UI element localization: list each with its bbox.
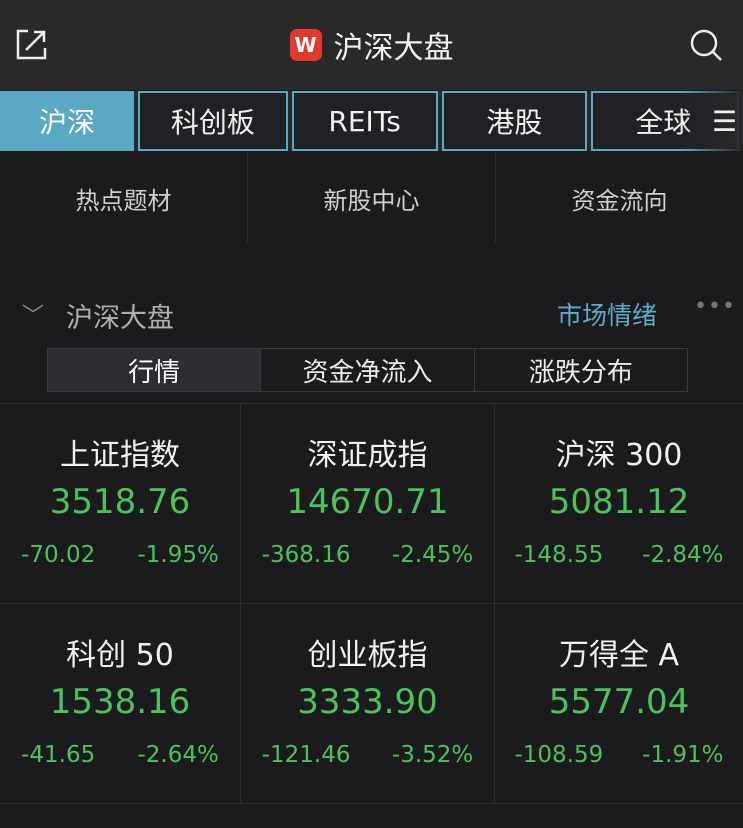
index-card[interactable]: 上证指数 3518.76 -70.02 -1.95%	[0, 404, 241, 604]
index-change: -121.46	[261, 742, 351, 768]
quick-fund-flow[interactable]: 资金流向	[571, 186, 668, 215]
index-card[interactable]: 万得全 A 5577.04 -108.59 -1.91%	[495, 604, 743, 804]
index-change: -41.65	[21, 742, 96, 768]
header: W 沪深大盘	[0, 0, 743, 90]
chevron-down-icon[interactable]: ﹀	[22, 304, 45, 329]
index-card[interactable]: 创业板指 3333.90 -121.46 -3.52%	[241, 604, 495, 804]
index-pct: -3.52%	[391, 742, 474, 768]
quick-hot-topics[interactable]: 热点题材	[0, 153, 248, 243]
search-icon[interactable]	[689, 28, 723, 62]
market-tabs: 沪深 科创板 REITs 港股 全球 ☰	[0, 91, 743, 151]
index-price: 3333.90	[297, 682, 438, 722]
wind-logo: W	[289, 29, 322, 61]
tabs-fade	[683, 91, 743, 151]
menu-icon[interactable]: ☰	[711, 105, 737, 138]
index-name: 科创 50	[66, 638, 174, 673]
tab-hk[interactable]: 港股	[441, 91, 588, 151]
index-name: 创业板指	[307, 638, 428, 673]
index-pct: -1.91%	[642, 742, 724, 768]
index-name: 深证成指	[307, 438, 428, 473]
external-link-icon[interactable]	[14, 28, 48, 62]
index-change: -70.02	[21, 542, 96, 568]
index-change: -108.59	[514, 742, 604, 768]
index-card[interactable]: 深证成指 14670.71 -368.16 -2.45%	[241, 404, 495, 604]
index-card[interactable]: 科创 50 1538.16 -41.65 -2.64%	[0, 604, 241, 804]
index-pct: -2.84%	[642, 542, 724, 568]
section-header: ﹀ 沪深大盘 市场情绪 •••	[0, 290, 743, 334]
tab-hushen[interactable]: 沪深	[0, 91, 135, 151]
index-price: 14670.71	[286, 482, 449, 522]
segment-quotes[interactable]: 行情	[48, 349, 262, 391]
segment-control: 行情 资金净流入 涨跌分布	[47, 348, 688, 392]
index-pct: -2.45%	[391, 542, 474, 568]
index-price: 3518.76	[49, 482, 191, 522]
index-price: 1538.16	[49, 682, 191, 722]
more-icon[interactable]: •••	[694, 294, 736, 319]
segment-distribution[interactable]: 涨跌分布	[528, 357, 633, 388]
index-name: 沪深 300	[555, 438, 683, 473]
index-card[interactable]: 沪深 300 5081.12 -148.55 -2.84%	[495, 404, 743, 604]
index-name: 上证指数	[60, 438, 180, 473]
index-name: 万得全 A	[558, 638, 680, 673]
index-grid: 上证指数 3518.76 -70.02 -1.95% 深证成指 14670.71 -368…	[0, 403, 743, 804]
quick-links: 热点题材 新股中心 资金流向	[0, 153, 743, 243]
segment-net-inflow[interactable]: 资金净流入	[261, 349, 475, 391]
tab-reits[interactable]: REITs	[291, 91, 438, 151]
index-pct: -2.64%	[137, 742, 219, 768]
index-change: -148.55	[514, 542, 604, 568]
section-title: 沪深大盘	[66, 303, 174, 334]
index-price: 5081.12	[548, 482, 690, 522]
quick-ipo-center[interactable]: 新股中心	[248, 153, 496, 243]
index-change: -368.16	[261, 542, 351, 568]
page-title: W 沪深大盘	[289, 23, 454, 67]
index-price: 5577.04	[548, 682, 690, 722]
market-sentiment-link[interactable]: 市场情绪	[557, 301, 658, 330]
index-pct: -1.95%	[137, 542, 219, 568]
tab-kechuang[interactable]: 科创板	[138, 91, 288, 151]
title-text: 沪深大盘	[333, 31, 454, 66]
